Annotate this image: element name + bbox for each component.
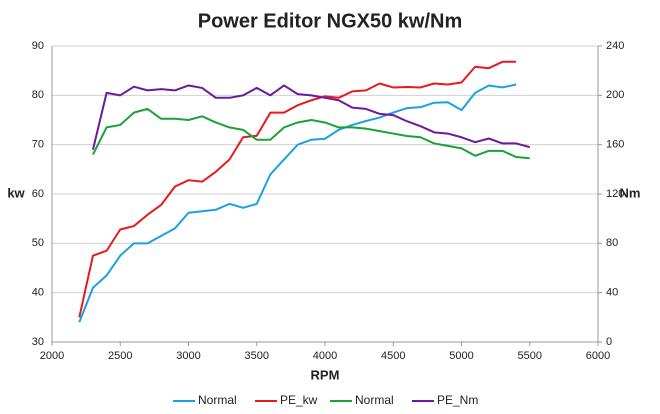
y2-tick-label: 160: [606, 139, 624, 151]
y2-tick-label: 200: [606, 89, 624, 101]
x-axis-title: RPM: [311, 367, 340, 382]
y-tick-label: 50: [32, 237, 44, 249]
y-tick-label: 30: [32, 336, 44, 348]
legend-label: PE_kw: [280, 393, 318, 407]
y2-tick-label: 240: [606, 40, 624, 52]
chart-title: Power Editor NGX50 kw/Nm: [198, 10, 463, 32]
x-tick-label: 2000: [40, 350, 64, 362]
x-tick-label: 5500: [518, 350, 542, 362]
y-tick-label: 90: [32, 40, 44, 52]
legend-label: PE_Nm: [437, 393, 478, 407]
y-axis-title: kw: [7, 185, 25, 200]
line-series: [78, 60, 517, 318]
x-tick-label: 4000: [313, 350, 337, 362]
y-tick-label: 80: [32, 89, 44, 101]
x-tick-label: 6000: [586, 350, 610, 362]
y-tick-label: 60: [32, 188, 44, 200]
legend-label: Normal: [198, 393, 237, 407]
y2-tick-label: 40: [606, 287, 618, 299]
y2-tick-label: 0: [606, 336, 612, 348]
x-tick-label: 3500: [245, 350, 269, 362]
x-tick-label: 5000: [449, 350, 473, 362]
y2-axis-title: Nm: [620, 185, 641, 200]
line-series: [91, 84, 531, 150]
legend-label: Normal: [355, 393, 394, 407]
y-tick-label: 40: [32, 287, 44, 299]
x-tick-label: 4500: [381, 350, 405, 362]
y2-tick-label: 120: [606, 188, 624, 200]
y-tick-label: 70: [32, 139, 44, 151]
line-series: [92, 107, 530, 160]
y2-tick-label: 80: [606, 237, 618, 249]
x-tick-label: 2500: [108, 350, 132, 362]
x-tick-label: 3000: [176, 350, 200, 362]
line-series: [78, 83, 517, 323]
